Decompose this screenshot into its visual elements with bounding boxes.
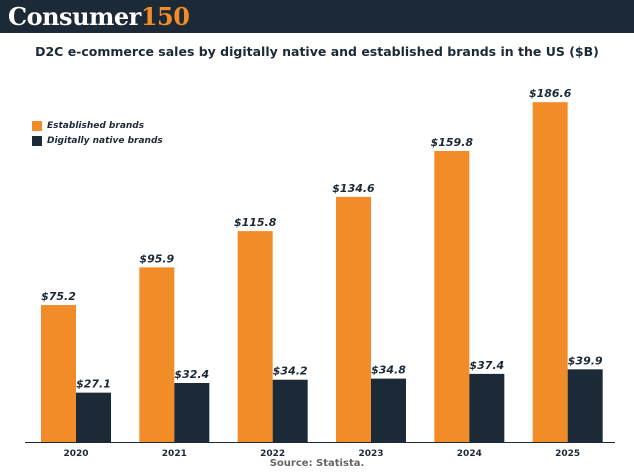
data-label-native-2022: $34.2 bbox=[273, 365, 308, 378]
bar-established-2022 bbox=[237, 231, 273, 442]
legend-item-established: Established brands bbox=[32, 120, 144, 132]
source-note: Source: Statista. bbox=[269, 458, 365, 469]
data-label-native-2020: $27.1 bbox=[76, 378, 111, 391]
data-label-established-2022: $115.8 bbox=[234, 216, 277, 229]
bar-native-2020 bbox=[76, 392, 111, 442]
data-label-established-2020: $75.2 bbox=[41, 290, 76, 303]
bar-established-2023 bbox=[336, 196, 371, 442]
legend-swatch-native bbox=[32, 136, 42, 146]
data-label-established-2023: $134.6 bbox=[332, 182, 375, 195]
data-label-established-2021: $95.9 bbox=[139, 252, 174, 265]
legend-swatch-established bbox=[32, 121, 42, 131]
bar-established-2021 bbox=[139, 267, 175, 442]
bar-established-2025 bbox=[532, 102, 568, 442]
data-label-native-2021: $32.4 bbox=[174, 368, 209, 381]
bar-established-2024 bbox=[434, 150, 470, 442]
legend-label-native: Digitally native brands bbox=[47, 136, 163, 146]
x-tick-2024: 2024 bbox=[457, 449, 482, 459]
data-label-established-2025: $186.6 bbox=[529, 87, 572, 100]
data-label-native-2024: $37.4 bbox=[469, 359, 504, 372]
x-tick-2025: 2025 bbox=[555, 449, 580, 459]
legend-label-established: Established brands bbox=[47, 121, 145, 131]
x-tick-2021: 2021 bbox=[162, 449, 187, 459]
bar-established-2020 bbox=[41, 305, 76, 442]
bar-native-2022 bbox=[272, 379, 308, 442]
bar-native-2023 bbox=[371, 378, 406, 442]
brand-logo[interactable]: Consumer150 bbox=[8, 1, 190, 32]
x-tick-2020: 2020 bbox=[63, 449, 88, 459]
x-tick-2023: 2023 bbox=[358, 449, 383, 459]
chart-title: D2C e-commerce sales by digitally native… bbox=[35, 44, 599, 59]
brand-name: Consumer bbox=[8, 2, 141, 31]
x-tick-2022: 2022 bbox=[260, 449, 285, 459]
bar-native-2024 bbox=[469, 373, 505, 442]
bar-native-2021 bbox=[174, 382, 210, 442]
site-header: Consumer150 bbox=[0, 0, 634, 33]
data-label-native-2023: $34.8 bbox=[371, 364, 406, 377]
legend-item-native: Digitally native brands bbox=[32, 135, 163, 147]
bar-native-2025 bbox=[567, 369, 603, 442]
data-label-established-2024: $159.8 bbox=[431, 136, 474, 149]
data-label-native-2025: $39.9 bbox=[568, 354, 603, 367]
brand-number: 150 bbox=[140, 2, 190, 31]
